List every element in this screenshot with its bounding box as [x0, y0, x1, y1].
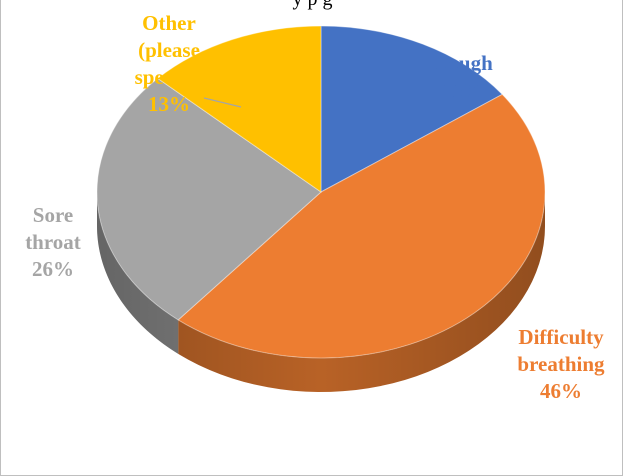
slice-labels: Cough 15% Difficulty breathing 46% Sore throat…	[25, 11, 605, 403]
pie-slice-cough	[320, 25, 504, 193]
slice-percent: 13%	[148, 92, 190, 116]
slice-percent: 15%	[442, 78, 484, 102]
slice-percent: 26%	[32, 257, 74, 281]
pie-slices	[96, 25, 546, 359]
pie-depth	[97, 192, 545, 392]
cropped-title: y p g	[1, 0, 623, 12]
pie-slice-sore-throat	[96, 77, 322, 321]
leader-line-other	[203, 97, 242, 108]
leader-lines	[203, 97, 242, 108]
slice-label-cough: Cough 15%	[433, 51, 493, 102]
pie-slice-other-please-specify-	[156, 25, 322, 193]
slice-label-difficulty-breathing: Difficulty breathing 46%	[517, 325, 605, 403]
slice-percent: 46%	[540, 379, 582, 403]
pie-slice-difficulty-breathing	[177, 93, 546, 359]
slice-label-other-please-specify-: Other (please specify) 13%	[135, 11, 204, 116]
slice-label-sore-throat: Sore throat 26%	[25, 203, 81, 281]
pie-side-shading	[97, 192, 545, 392]
